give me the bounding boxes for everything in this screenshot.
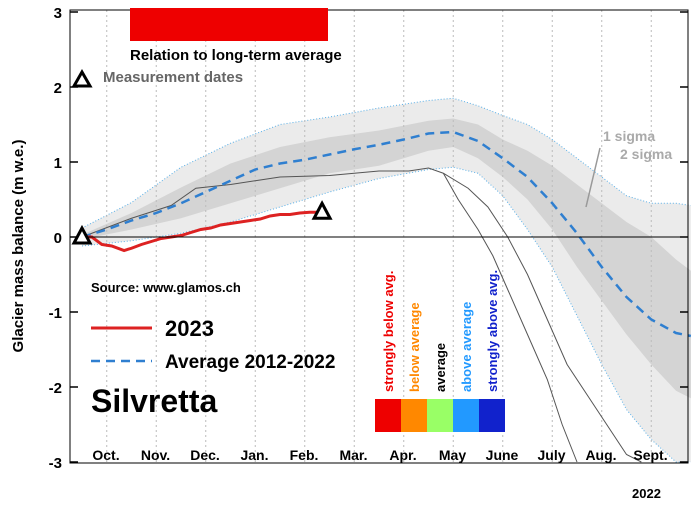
legend-avg-label: Average 2012-2022 xyxy=(165,352,335,373)
sigma2-upper-edge xyxy=(81,97,691,229)
measurement-label: Measurement dates xyxy=(103,69,243,86)
x-tick-label: Oct. xyxy=(92,447,119,463)
legend: 2023 Average 2012-2022 xyxy=(91,316,335,373)
x-tick-label: July xyxy=(537,447,565,463)
relation-label: Relation to long-term average xyxy=(130,47,342,64)
measurement-marker xyxy=(71,224,93,245)
envelope-lower-line xyxy=(442,173,578,463)
x-tick-label: Aug. xyxy=(585,447,616,463)
scale-label: strongly below avg. xyxy=(381,271,396,392)
envelope-upper-line xyxy=(81,167,642,463)
y-tick-label: -1 xyxy=(49,305,62,322)
x-tick-label: June xyxy=(486,447,519,463)
scale-label: below average xyxy=(407,302,422,392)
y-tick-label: -2 xyxy=(49,380,62,397)
sigma1-band xyxy=(82,118,691,399)
relation-color-bar xyxy=(130,8,328,41)
x-tick-label: May xyxy=(439,447,466,463)
scale-color-swatch xyxy=(375,399,401,432)
scale-color-swatch xyxy=(479,399,505,432)
x-tick-label: Jan. xyxy=(240,447,268,463)
scale-label: average xyxy=(433,343,448,392)
scale-color-swatch xyxy=(401,399,427,432)
sigma-pointer xyxy=(585,147,601,208)
x-tick-label: Mar. xyxy=(339,447,367,463)
x-tick-label: Sept. xyxy=(633,447,667,463)
measurement-legend: Measurement dates xyxy=(71,68,243,88)
axes: 3 2 1 0 -1 -2 -3 Oct. Nov. Dec. Jan. Feb. Mar. Apr. Ma… xyxy=(49,5,689,472)
measurement-marker xyxy=(311,200,333,220)
triangle-icon xyxy=(71,68,93,88)
sigma1-label: 1 sigma xyxy=(603,128,655,144)
legend-2023-label: 2023 xyxy=(165,316,214,341)
x-tick-label: Dec. xyxy=(190,447,220,463)
y-tick-label: 1 xyxy=(54,155,62,172)
x-tick-label: Feb. xyxy=(290,447,319,463)
y-tick-label: 3 xyxy=(54,5,62,22)
y-tick-label: 0 xyxy=(54,230,62,247)
measurement-markers xyxy=(71,200,333,245)
year-label: 2022 xyxy=(632,486,661,501)
x-tick-label: Nov. xyxy=(141,447,170,463)
sigma2-label: 2 sigma xyxy=(620,146,672,162)
scale-color-swatch xyxy=(427,399,453,432)
min-max-envelope xyxy=(81,167,642,463)
relation-scale: strongly below avg. below average average a… xyxy=(375,270,505,432)
scale-label: strongly above avg. xyxy=(485,270,500,392)
average-series-line xyxy=(81,130,692,338)
series-2023-line xyxy=(82,210,323,253)
x-tick-label: Apr. xyxy=(389,447,416,463)
scale-label: above average xyxy=(459,302,474,392)
y-tick-label: -3 xyxy=(49,455,62,472)
source-label: Source: www.glamos.ch xyxy=(91,280,241,295)
scale-color-swatch xyxy=(453,399,479,432)
glacier-title: Silvretta xyxy=(91,383,217,419)
y-tick-label: 2 xyxy=(54,80,62,97)
series-lines xyxy=(81,130,692,338)
y-axis-label: Glacier mass balance (m w.e.) xyxy=(10,140,27,353)
